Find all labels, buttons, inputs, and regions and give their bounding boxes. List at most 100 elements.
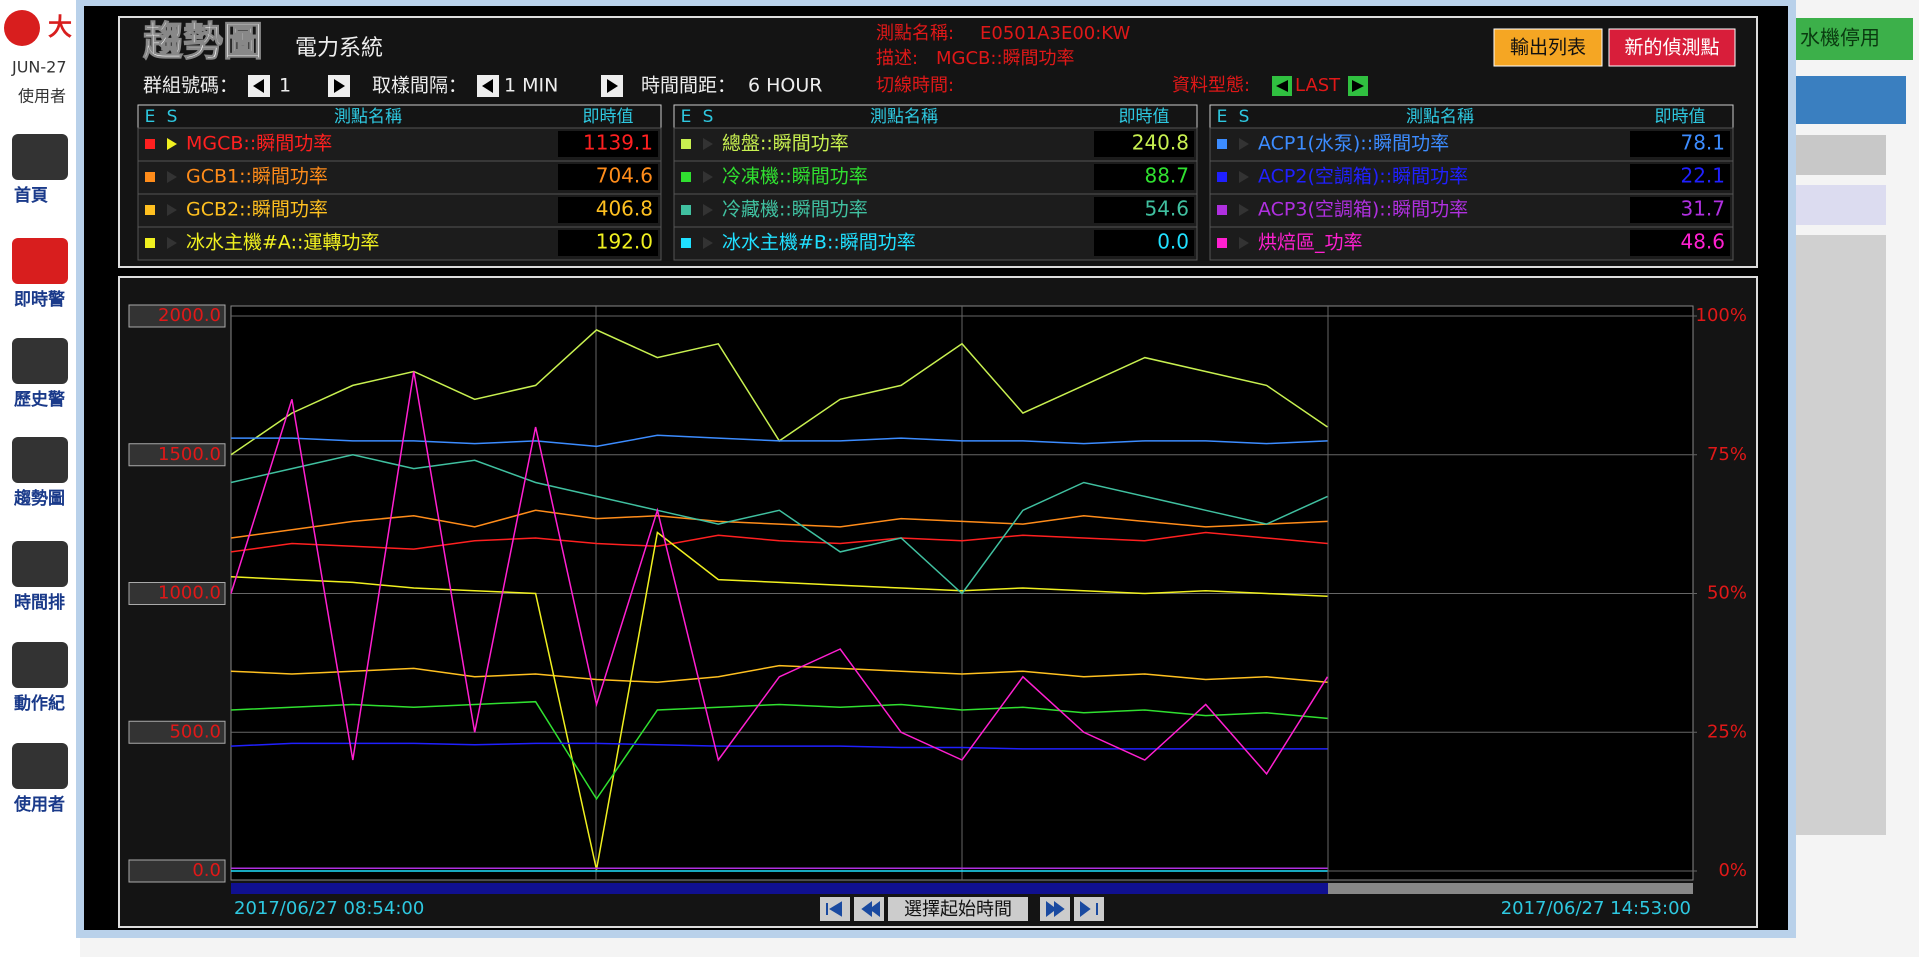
menu-icon[interactable]: [12, 338, 68, 384]
title: 趨勢圖: [143, 19, 263, 65]
color-swatch: [681, 139, 691, 149]
color-swatch: [681, 172, 691, 182]
value-box: [1630, 230, 1730, 256]
series-line: [230, 700, 1328, 801]
nav-icons: [826, 901, 1098, 917]
select-arrow[interactable]: [1239, 138, 1249, 150]
menu-icon[interactable]: [12, 642, 68, 688]
point-name[interactable]: ACP1(水泵)::瞬間功率: [1258, 133, 1449, 155]
menu-label[interactable]: 使用者: [13, 794, 65, 815]
x-start: 2017/06/27 08:54:00: [234, 898, 424, 919]
col-value: 即時值: [583, 107, 634, 127]
series-line: [230, 664, 1328, 684]
menu-label[interactable]: 動作紀: [14, 693, 65, 714]
value-box: [558, 230, 658, 256]
menu-label[interactable]: 趨勢圖: [13, 488, 65, 509]
color-swatch: [145, 172, 155, 182]
point-name[interactable]: 總盤::瞬間功率: [722, 133, 849, 155]
point-name[interactable]: 冰水主機#A::運轉功率: [186, 232, 379, 254]
menu-icon[interactable]: [12, 238, 68, 284]
point-name[interactable]: GCB1::瞬間功率: [186, 166, 328, 188]
date: JUN-27: [11, 58, 67, 77]
arrow: [607, 79, 618, 93]
point-value: 48.6: [1680, 230, 1725, 254]
value-box: [558, 164, 658, 190]
select-arrow[interactable]: [703, 204, 713, 216]
point-value: 22.1: [1680, 164, 1725, 188]
menu-label[interactable]: 歷史警: [14, 389, 65, 410]
menu-icon[interactable]: [12, 743, 68, 789]
value-box: [1094, 230, 1194, 256]
point-name[interactable]: GCB2::瞬間功率: [186, 199, 328, 221]
stop-button-label[interactable]: 水機停用: [1800, 26, 1880, 50]
select-arrow[interactable]: [703, 237, 713, 249]
col-e: E: [681, 107, 692, 127]
col-s: S: [703, 107, 714, 127]
point-name[interactable]: 冷藏機::瞬間功率: [722, 199, 868, 221]
color-swatch: [145, 238, 155, 248]
series-line: [230, 531, 1328, 870]
select-arrow[interactable]: [703, 138, 713, 150]
value-box: [1094, 164, 1194, 190]
color-swatch: [1217, 238, 1227, 248]
point-name[interactable]: 冷凍機::瞬間功率: [722, 166, 868, 188]
series-line: [230, 742, 1328, 750]
y-tick-box: [128, 720, 226, 744]
select-arrow[interactable]: [167, 171, 177, 183]
point-value: 1139.1: [583, 131, 653, 155]
select-arrow[interactable]: [1239, 204, 1249, 216]
menu-icon[interactable]: [12, 437, 68, 483]
arrow: [253, 79, 264, 93]
point-name[interactable]: 冰水主機#B::瞬間功率: [722, 232, 916, 254]
menu-label[interactable]: 即時警: [14, 289, 65, 310]
scroll-thumb[interactable]: [231, 883, 1328, 894]
point-name[interactable]: ACP2(空調箱)::瞬間功率: [1258, 166, 1468, 188]
arrow: [1276, 80, 1288, 92]
right-row: [1796, 135, 1886, 175]
col-name: 測點名稱: [870, 107, 938, 127]
y-tick-box: [128, 443, 226, 467]
stop-button[interactable]: [1793, 18, 1913, 60]
point-value: 406.8: [596, 197, 653, 221]
select-arrow[interactable]: [167, 138, 177, 150]
select-arrow[interactable]: [703, 171, 713, 183]
scroll-track[interactable]: [1328, 883, 1693, 894]
col-s: S: [1239, 107, 1250, 127]
color-swatch: [145, 139, 155, 149]
col-value: 即時值: [1655, 107, 1706, 127]
select-arrow[interactable]: [1239, 171, 1249, 183]
menu-icon[interactable]: [12, 134, 68, 180]
span: 6 HOUR: [748, 75, 822, 97]
select-arrow[interactable]: [1239, 237, 1249, 249]
point-name[interactable]: ACP3(空調箱)::瞬間功率: [1258, 199, 1468, 221]
select-arrow[interactable]: [167, 237, 177, 249]
group-label: 群組號碼：: [143, 75, 238, 97]
point-value: 31.7: [1680, 197, 1725, 221]
logo: 大: [48, 13, 72, 41]
menu-label[interactable]: 時間排: [14, 592, 65, 613]
y2-tick-label: 0%: [1718, 860, 1747, 881]
export-button[interactable]: [1493, 28, 1603, 67]
point-name[interactable]: 烘焙區_功率: [1258, 232, 1363, 254]
arrow: [1352, 80, 1364, 92]
new-point-label[interactable]: 新的偵測點: [1624, 37, 1719, 59]
series-line: [230, 371, 1329, 776]
series-line: [230, 454, 1328, 595]
new-point-button[interactable]: [1608, 28, 1736, 67]
point-value: 704.6: [596, 164, 653, 188]
value-box: [1630, 131, 1730, 157]
menu-icon[interactable]: [12, 541, 68, 587]
col-name: 測點名稱: [334, 107, 402, 127]
y2-tick-label: 25%: [1707, 721, 1747, 742]
point-value: 78.1: [1680, 131, 1725, 155]
cut-label: 切線時間:: [876, 75, 954, 96]
color-swatch: [681, 205, 691, 215]
start-button[interactable]: [888, 897, 1028, 921]
menu-label[interactable]: 首頁: [14, 185, 48, 206]
point-name[interactable]: MGCB::瞬間功率: [186, 133, 332, 155]
y-tick-label: 0.0: [192, 860, 221, 881]
export-label[interactable]: 輸出列表: [1510, 37, 1586, 59]
select-arrow[interactable]: [167, 204, 177, 216]
start-button-label[interactable]: 選擇起始時間: [904, 899, 1012, 920]
